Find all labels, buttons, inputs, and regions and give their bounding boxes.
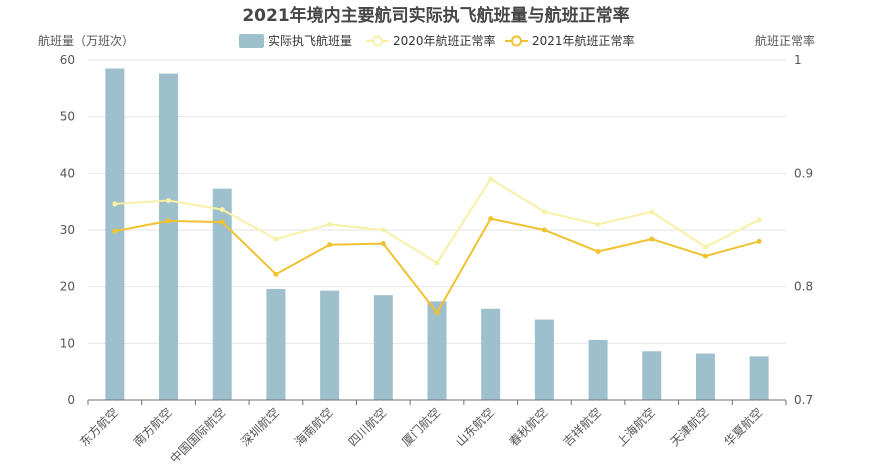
- y-left-tick-label: 30: [60, 223, 75, 237]
- point-2021[interactable]: [380, 241, 386, 247]
- point-2020[interactable]: [434, 260, 440, 266]
- x-tick-label: 厦门航空: [399, 405, 444, 450]
- point-2020[interactable]: [112, 201, 118, 207]
- line-series: [112, 176, 762, 316]
- point-2021[interactable]: [541, 227, 547, 233]
- point-2021[interactable]: [112, 228, 118, 234]
- point-2021[interactable]: [702, 253, 708, 259]
- gridlines: [88, 59, 786, 344]
- point-2020[interactable]: [273, 236, 279, 242]
- legend-item-2021[interactable]: 2021年航班正常率: [505, 33, 635, 48]
- left-axis-label: 航班量（万班次）: [38, 33, 134, 48]
- x-tick-label: 四川航空: [345, 405, 390, 450]
- bar[interactable]: [588, 339, 608, 400]
- x-tick-label: 华夏航空: [721, 405, 766, 450]
- point-2020[interactable]: [219, 207, 225, 213]
- point-2020[interactable]: [702, 244, 708, 250]
- point-2021[interactable]: [649, 236, 655, 242]
- point-2021[interactable]: [166, 218, 172, 224]
- right-axis-label: 航班正常率: [755, 33, 815, 48]
- y-right-tick-label: 0.7: [794, 393, 813, 407]
- point-2021[interactable]: [595, 249, 601, 255]
- bar[interactable]: [642, 351, 662, 400]
- y-right-tick-label: 0.9: [794, 166, 813, 180]
- x-tick-label: 天津航空: [667, 405, 712, 450]
- x-tick-label: 吉祥航空: [560, 405, 605, 450]
- legend-swatch-bars: [239, 34, 264, 48]
- y-left-tick-label: 40: [60, 166, 75, 180]
- legend-label-2021: 2021年航班正常率: [532, 33, 635, 48]
- point-2021[interactable]: [756, 238, 762, 244]
- legend-label-2020: 2020年航班正常率: [393, 33, 496, 48]
- bar[interactable]: [266, 288, 286, 400]
- x-tick-label: 山东航空: [452, 405, 497, 450]
- point-2021[interactable]: [434, 310, 440, 316]
- y-left-tick-label: 0: [67, 393, 75, 407]
- bar[interactable]: [159, 73, 179, 400]
- y-left-tick-label: 20: [60, 280, 75, 294]
- x-tick-label: 东方航空: [76, 405, 121, 450]
- point-2020[interactable]: [649, 209, 655, 215]
- x-tick-label: 南方航空: [130, 405, 175, 450]
- legend: 实际执飞航班量 2020年航班正常率 2021年航班正常率: [239, 33, 635, 48]
- bar[interactable]: [749, 356, 769, 400]
- y-right-tick-label: 1: [794, 53, 802, 67]
- bar[interactable]: [105, 68, 125, 401]
- bar[interactable]: [695, 353, 715, 400]
- point-2021[interactable]: [488, 216, 494, 222]
- x-tick-label: 深圳航空: [237, 405, 282, 450]
- point-2020[interactable]: [756, 217, 762, 223]
- bar[interactable]: [427, 301, 447, 400]
- point-2020[interactable]: [595, 221, 601, 227]
- y-left-tick-label: 10: [60, 336, 75, 350]
- bar-series: [105, 68, 769, 401]
- bar[interactable]: [481, 308, 501, 400]
- legend-marker-2020: [372, 35, 383, 47]
- legend-marker-2021: [511, 35, 522, 47]
- y-left-tick-label: 60: [60, 53, 75, 67]
- y-right-tick-label: 0.8: [794, 280, 813, 294]
- point-2020[interactable]: [380, 227, 386, 233]
- point-2020[interactable]: [488, 176, 494, 182]
- point-2020[interactable]: [327, 221, 333, 227]
- point-2020[interactable]: [541, 209, 547, 215]
- legend-item-2020[interactable]: 2020年航班正常率: [366, 33, 496, 48]
- bar[interactable]: [534, 319, 554, 400]
- chart-title: 2021年境内主要航司实际执飞航班量与航班正常率: [242, 5, 629, 26]
- legend-item-bars[interactable]: 实际执飞航班量: [239, 33, 352, 48]
- bar[interactable]: [212, 188, 232, 400]
- x-tick-label: 上海航空: [613, 405, 658, 450]
- y-left-tick-label: 50: [60, 110, 75, 124]
- point-2021[interactable]: [219, 219, 225, 225]
- axes: [87, 399, 787, 405]
- point-2021[interactable]: [273, 271, 279, 277]
- x-tick-label: 海南航空: [291, 405, 336, 450]
- x-tick-label: 中国国际航空: [167, 405, 229, 467]
- bar[interactable]: [320, 290, 340, 400]
- legend-label-bars: 实际执飞航班量: [268, 33, 352, 48]
- bar[interactable]: [373, 295, 393, 400]
- point-2020[interactable]: [166, 198, 172, 204]
- point-2021[interactable]: [327, 242, 333, 248]
- series-line-2021: [114, 217, 760, 315]
- x-tick-label: 春秋航空: [506, 405, 551, 450]
